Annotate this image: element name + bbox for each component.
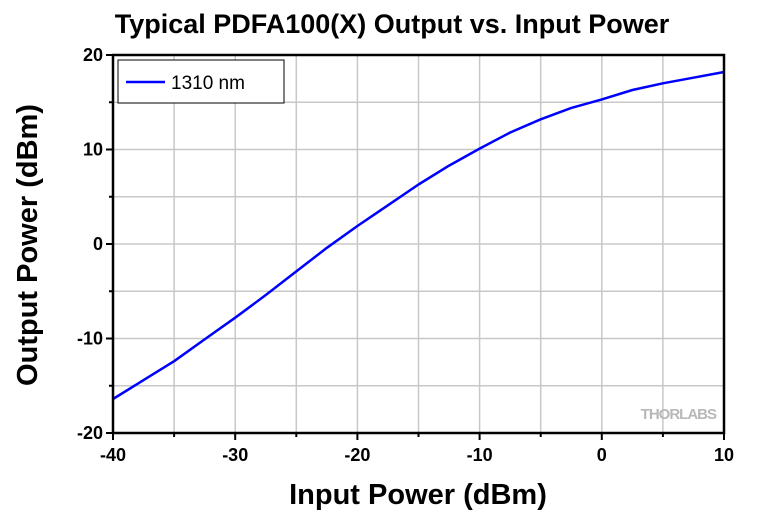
x-tick-label: -10 <box>467 445 493 465</box>
grid <box>113 55 724 433</box>
y-tick-label: 20 <box>83 45 103 65</box>
x-tick-label: -40 <box>100 445 126 465</box>
x-tick-label: 10 <box>714 445 734 465</box>
y-axis-label: Output Power (dBm) <box>12 104 44 386</box>
y-tick-label: 0 <box>93 234 103 254</box>
svg-text:THORLABS: THORLABS <box>641 406 717 423</box>
legend-label: 1310 nm <box>171 73 245 94</box>
y-tick-label: -20 <box>77 423 103 443</box>
x-tick-labels: -40 -30 -20 -10 0 10 <box>100 445 734 465</box>
x-tick-label: -20 <box>344 445 370 465</box>
axes <box>106 53 726 440</box>
y-tick-label: -10 <box>77 329 103 349</box>
x-tick-label: 0 <box>597 445 607 465</box>
series-group <box>112 70 725 401</box>
y-tick-labels: -20 -10 0 10 20 <box>77 45 103 443</box>
x-axis-label: Input Power (dBm) <box>289 479 547 511</box>
series-line <box>112 70 725 401</box>
x-tick-label: -30 <box>222 445 248 465</box>
thorlabs-watermark: THORLABS <box>641 406 718 423</box>
y-tick-label: 10 <box>83 140 103 160</box>
chart-title: Typical PDFA100(X) Output vs. Input Powe… <box>115 9 670 39</box>
legend: 1310 nm <box>117 59 285 104</box>
